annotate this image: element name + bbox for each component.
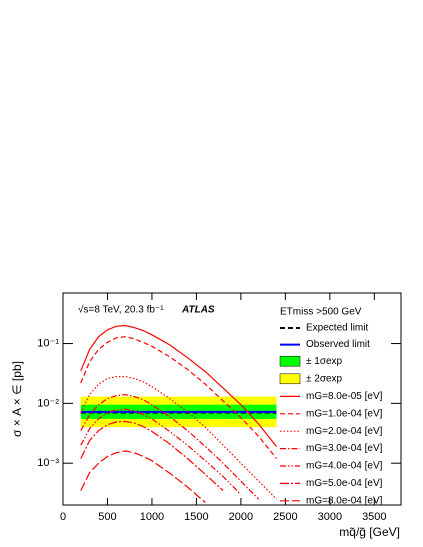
legend-label: ± 2σexp — [306, 373, 343, 384]
legend-label: ± 1σexp — [306, 356, 343, 367]
y-axis-label: σ × A × ∈ [pb] — [10, 361, 24, 437]
data-line — [80, 393, 260, 500]
chart-title: ATLAS — [181, 305, 215, 316]
legend-label: mG=4.0e-04 [eV] — [306, 461, 383, 472]
legend-label: mG=3.0e-04 [eV] — [306, 443, 383, 454]
plot-frame — [62, 292, 402, 506]
legend-label: mG=1.0e-04 [eV] — [306, 408, 383, 419]
annotation: √s=8 TeV, 20.3 fb⁻¹ — [78, 304, 164, 316]
legend-swatch — [279, 355, 301, 367]
y-tick-label: 10⁻³ — [37, 457, 59, 469]
legend-label: mG=8.0e-05 [eV] — [306, 391, 383, 402]
x-tick-label: 2000 — [229, 511, 253, 523]
legend-title: ETmiss >500 GeV — [280, 307, 362, 318]
data-line — [80, 324, 277, 447]
x-tick-label: 0 — [60, 511, 66, 523]
legend-label: Expected limit — [306, 323, 368, 334]
legend-label: mG=5.0e-04 [eV] — [306, 478, 383, 489]
legend-swatch — [279, 373, 301, 385]
data-line — [80, 420, 224, 491]
legend-label: mG=8.0e-04 [eV] — [306, 495, 383, 506]
plot-area — [80, 324, 277, 503]
y-tick-label: 10⁻² — [37, 397, 59, 409]
x-tick-label: 3500 — [362, 511, 386, 523]
data-line — [80, 450, 206, 503]
x-tick-label: 1500 — [184, 511, 208, 523]
y-tick-label: 10⁻¹ — [37, 337, 59, 349]
legend-label: mG=2.0e-04 [eV] — [306, 426, 383, 437]
data-line — [80, 376, 277, 500]
x-tick-label: 500 — [98, 511, 116, 523]
x-tick-label: 1000 — [140, 511, 164, 523]
data-line — [80, 408, 242, 495]
x-tick-label: 2500 — [273, 511, 297, 523]
x-axis-label: mq̃/g̃ [GeV] — [339, 525, 400, 539]
data-line — [80, 336, 277, 459]
x-tick-label: 3000 — [318, 511, 342, 523]
legend-label: Observed limit — [306, 339, 370, 350]
